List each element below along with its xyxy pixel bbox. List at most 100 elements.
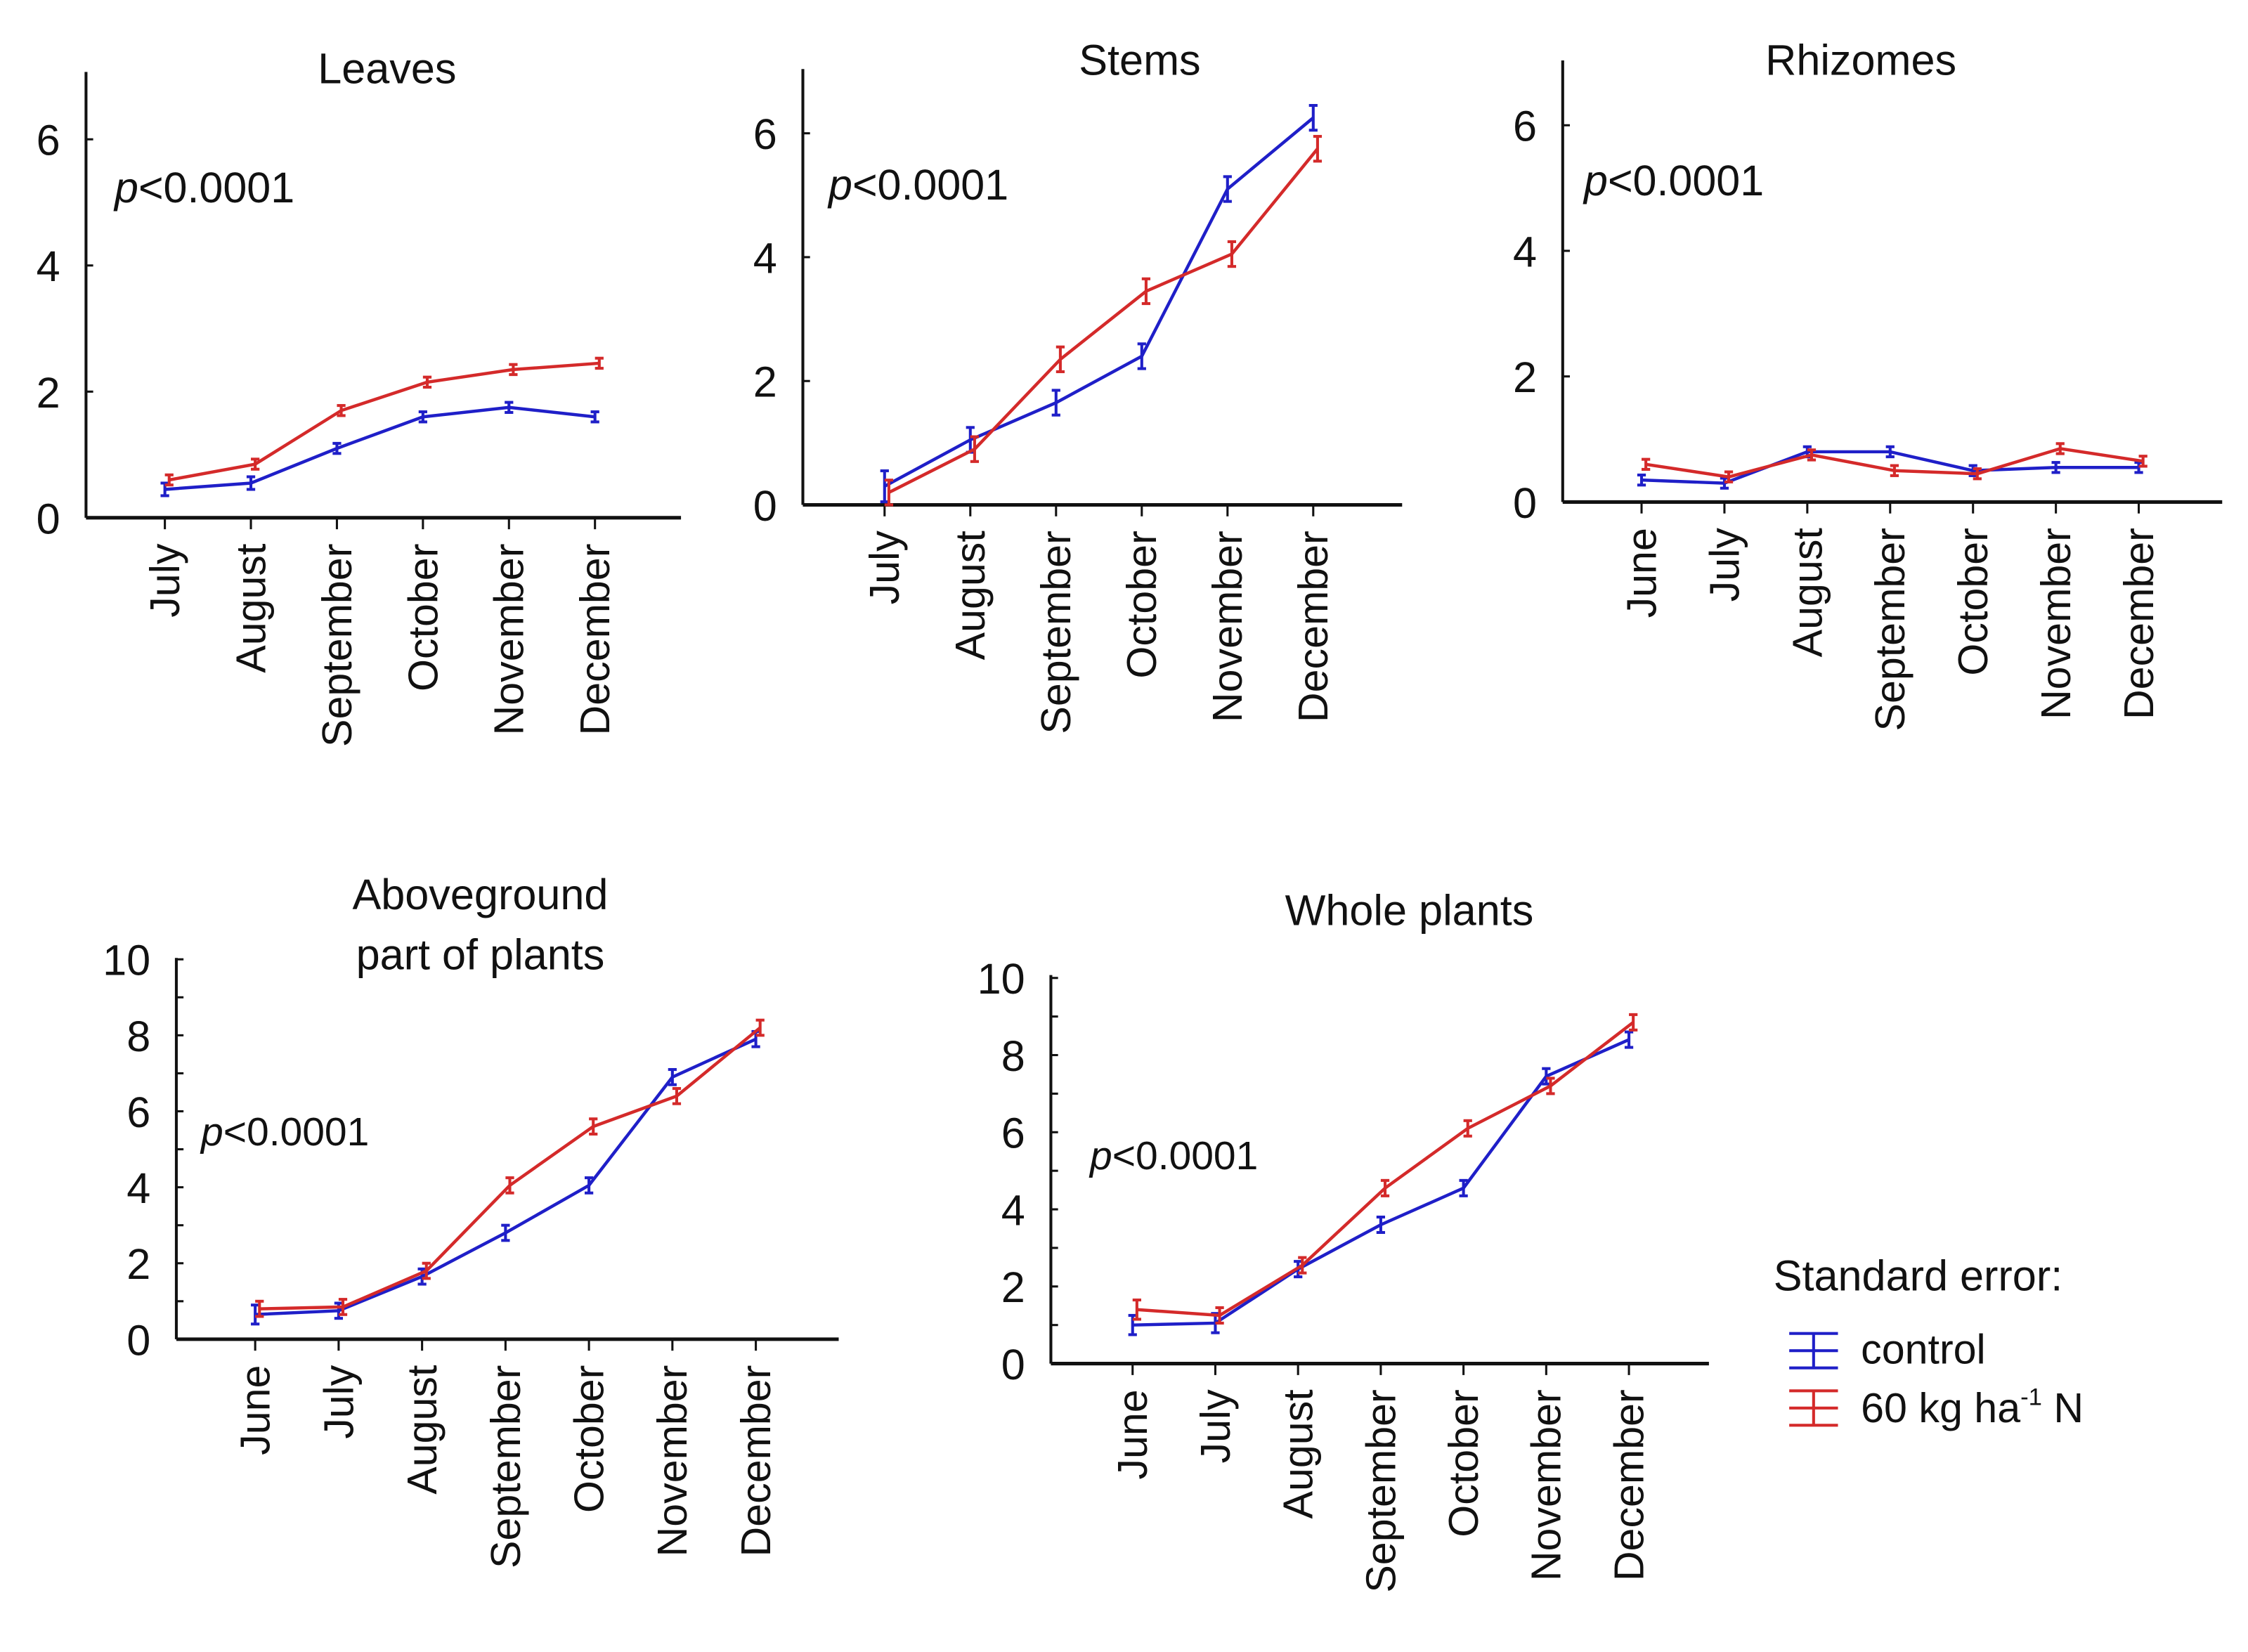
x-tick-label: November xyxy=(1204,531,1251,722)
chart-panel: Aboveground part of plants 0 2 4 6 8 10 June July… xyxy=(103,871,839,1568)
error-bar xyxy=(1637,473,1646,487)
x-tick-label: June xyxy=(1618,528,1665,618)
y-tick-label: 8 xyxy=(1001,1032,1025,1080)
x-tick-label: August xyxy=(1275,1389,1322,1518)
series-line-nitrogen xyxy=(888,148,1319,494)
error-bar xyxy=(595,356,604,370)
error-bar xyxy=(1132,1298,1141,1321)
error-bar xyxy=(501,1223,510,1242)
error-bar xyxy=(970,435,980,463)
x-tick-label: September xyxy=(313,544,360,747)
series-line-nitrogen xyxy=(1136,1021,1635,1318)
error-bar xyxy=(1141,277,1151,306)
error-bar xyxy=(255,1299,264,1318)
error-bar xyxy=(509,363,518,377)
y-tick-label: 6 xyxy=(37,117,60,164)
y-tick-label: 2 xyxy=(753,358,777,406)
x-tick-label: December xyxy=(571,544,618,736)
error-bar xyxy=(1051,389,1060,417)
y-tick-label: 0 xyxy=(1513,479,1537,527)
y-tick-label: 2 xyxy=(1513,353,1537,401)
x-tick-label: October xyxy=(1440,1389,1487,1537)
error-bar xyxy=(422,1261,431,1280)
error-bar xyxy=(1890,464,1899,477)
error-bar xyxy=(1380,1178,1390,1197)
error-bar xyxy=(505,401,514,414)
y-tick-label: 0 xyxy=(1001,1341,1025,1388)
error-bar xyxy=(1885,445,1895,459)
x-tick-label: September xyxy=(1357,1389,1404,1592)
x-tick-label: October xyxy=(399,544,446,691)
y-tick-label: 4 xyxy=(1001,1186,1025,1234)
legend-title: Standard error: xyxy=(1774,1252,2063,1300)
chart-panel: Stems 0 2 4 6 July August September October Novem… xyxy=(753,36,1403,734)
error-bar xyxy=(589,1117,598,1136)
chart-title: Rhizomes xyxy=(1765,36,1956,84)
chart-title: part of plants xyxy=(356,931,605,979)
y-tick-label: 0 xyxy=(126,1316,150,1364)
error-bar xyxy=(1215,1306,1224,1325)
x-tick-label: December xyxy=(2115,528,2162,720)
error-bar xyxy=(337,404,346,417)
error-bar xyxy=(246,475,256,491)
x-tick-label: October xyxy=(1949,528,1996,675)
series-line-control xyxy=(255,1037,757,1316)
y-tick-label: 4 xyxy=(753,234,777,282)
error-bar xyxy=(505,1176,514,1195)
error-bar xyxy=(884,479,894,507)
error-bar xyxy=(1223,175,1232,203)
series-line-control xyxy=(883,116,1315,488)
y-tick-label: 8 xyxy=(126,1013,150,1060)
x-tick-label: November xyxy=(1523,1389,1570,1581)
x-tick-label: August xyxy=(227,544,274,673)
chart-title: Whole plants xyxy=(1285,886,1534,934)
chart-panel: Leaves 0 2 4 6 July August September October Nove… xyxy=(37,45,682,747)
x-tick-label: July xyxy=(1701,528,1748,602)
x-tick-label: June xyxy=(1109,1389,1156,1479)
x-tick-label: July xyxy=(141,543,188,618)
error-bar xyxy=(338,1298,348,1316)
x-tick-label: October xyxy=(566,1365,613,1513)
legend-control-icon xyxy=(1789,1332,1838,1370)
y-tick-label: 6 xyxy=(1001,1110,1025,1157)
x-tick-label: December xyxy=(1605,1389,1652,1581)
error-bar xyxy=(584,1176,594,1195)
chart-title: Leaves xyxy=(318,45,456,93)
x-tick-label: December xyxy=(1289,531,1337,722)
x-tick-label: December xyxy=(732,1365,779,1557)
y-tick-label: 6 xyxy=(1513,103,1537,150)
error-bar xyxy=(672,1087,682,1105)
error-bar xyxy=(1313,135,1323,163)
y-tick-label: 6 xyxy=(753,110,777,158)
x-tick-label: August xyxy=(947,531,994,660)
error-bar xyxy=(1137,342,1146,370)
error-bar xyxy=(2138,455,2148,468)
series-line-nitrogen xyxy=(169,361,599,482)
x-tick-label: August xyxy=(1784,528,1831,657)
y-tick-label: 2 xyxy=(1001,1263,1025,1311)
x-tick-label: October xyxy=(1118,531,1165,678)
x-tick-label: June xyxy=(232,1365,279,1455)
chart-panel: Rhizomes 0 2 4 6 June July August September Octob… xyxy=(1513,36,2223,731)
chart-title: Stems xyxy=(1079,36,1200,84)
legend-control-label: control xyxy=(1861,1326,1986,1373)
error-bar xyxy=(1624,1030,1634,1049)
error-bar xyxy=(251,457,260,471)
error-bar xyxy=(590,410,599,424)
error-bar xyxy=(1227,240,1237,268)
chart-title: Aboveground xyxy=(352,871,608,918)
y-tick-label: 0 xyxy=(753,482,777,530)
chart-panel: Whole plants 0 2 4 6 8 10 June July August Septemb… xyxy=(977,886,1709,1593)
x-tick-label: November xyxy=(2032,528,2079,720)
error-bar xyxy=(164,473,174,487)
error-bar xyxy=(755,1018,765,1037)
y-tick-label: 4 xyxy=(37,242,60,290)
error-bar xyxy=(1629,1013,1638,1032)
y-tick-label: 2 xyxy=(37,369,60,417)
error-bar xyxy=(1642,457,1651,471)
x-tick-label: July xyxy=(1192,1389,1239,1464)
legend-nitrogen-icon xyxy=(1789,1389,1838,1427)
error-bar xyxy=(1459,1178,1468,1197)
y-tick-label: 4 xyxy=(126,1164,150,1212)
error-bar xyxy=(668,1067,677,1086)
